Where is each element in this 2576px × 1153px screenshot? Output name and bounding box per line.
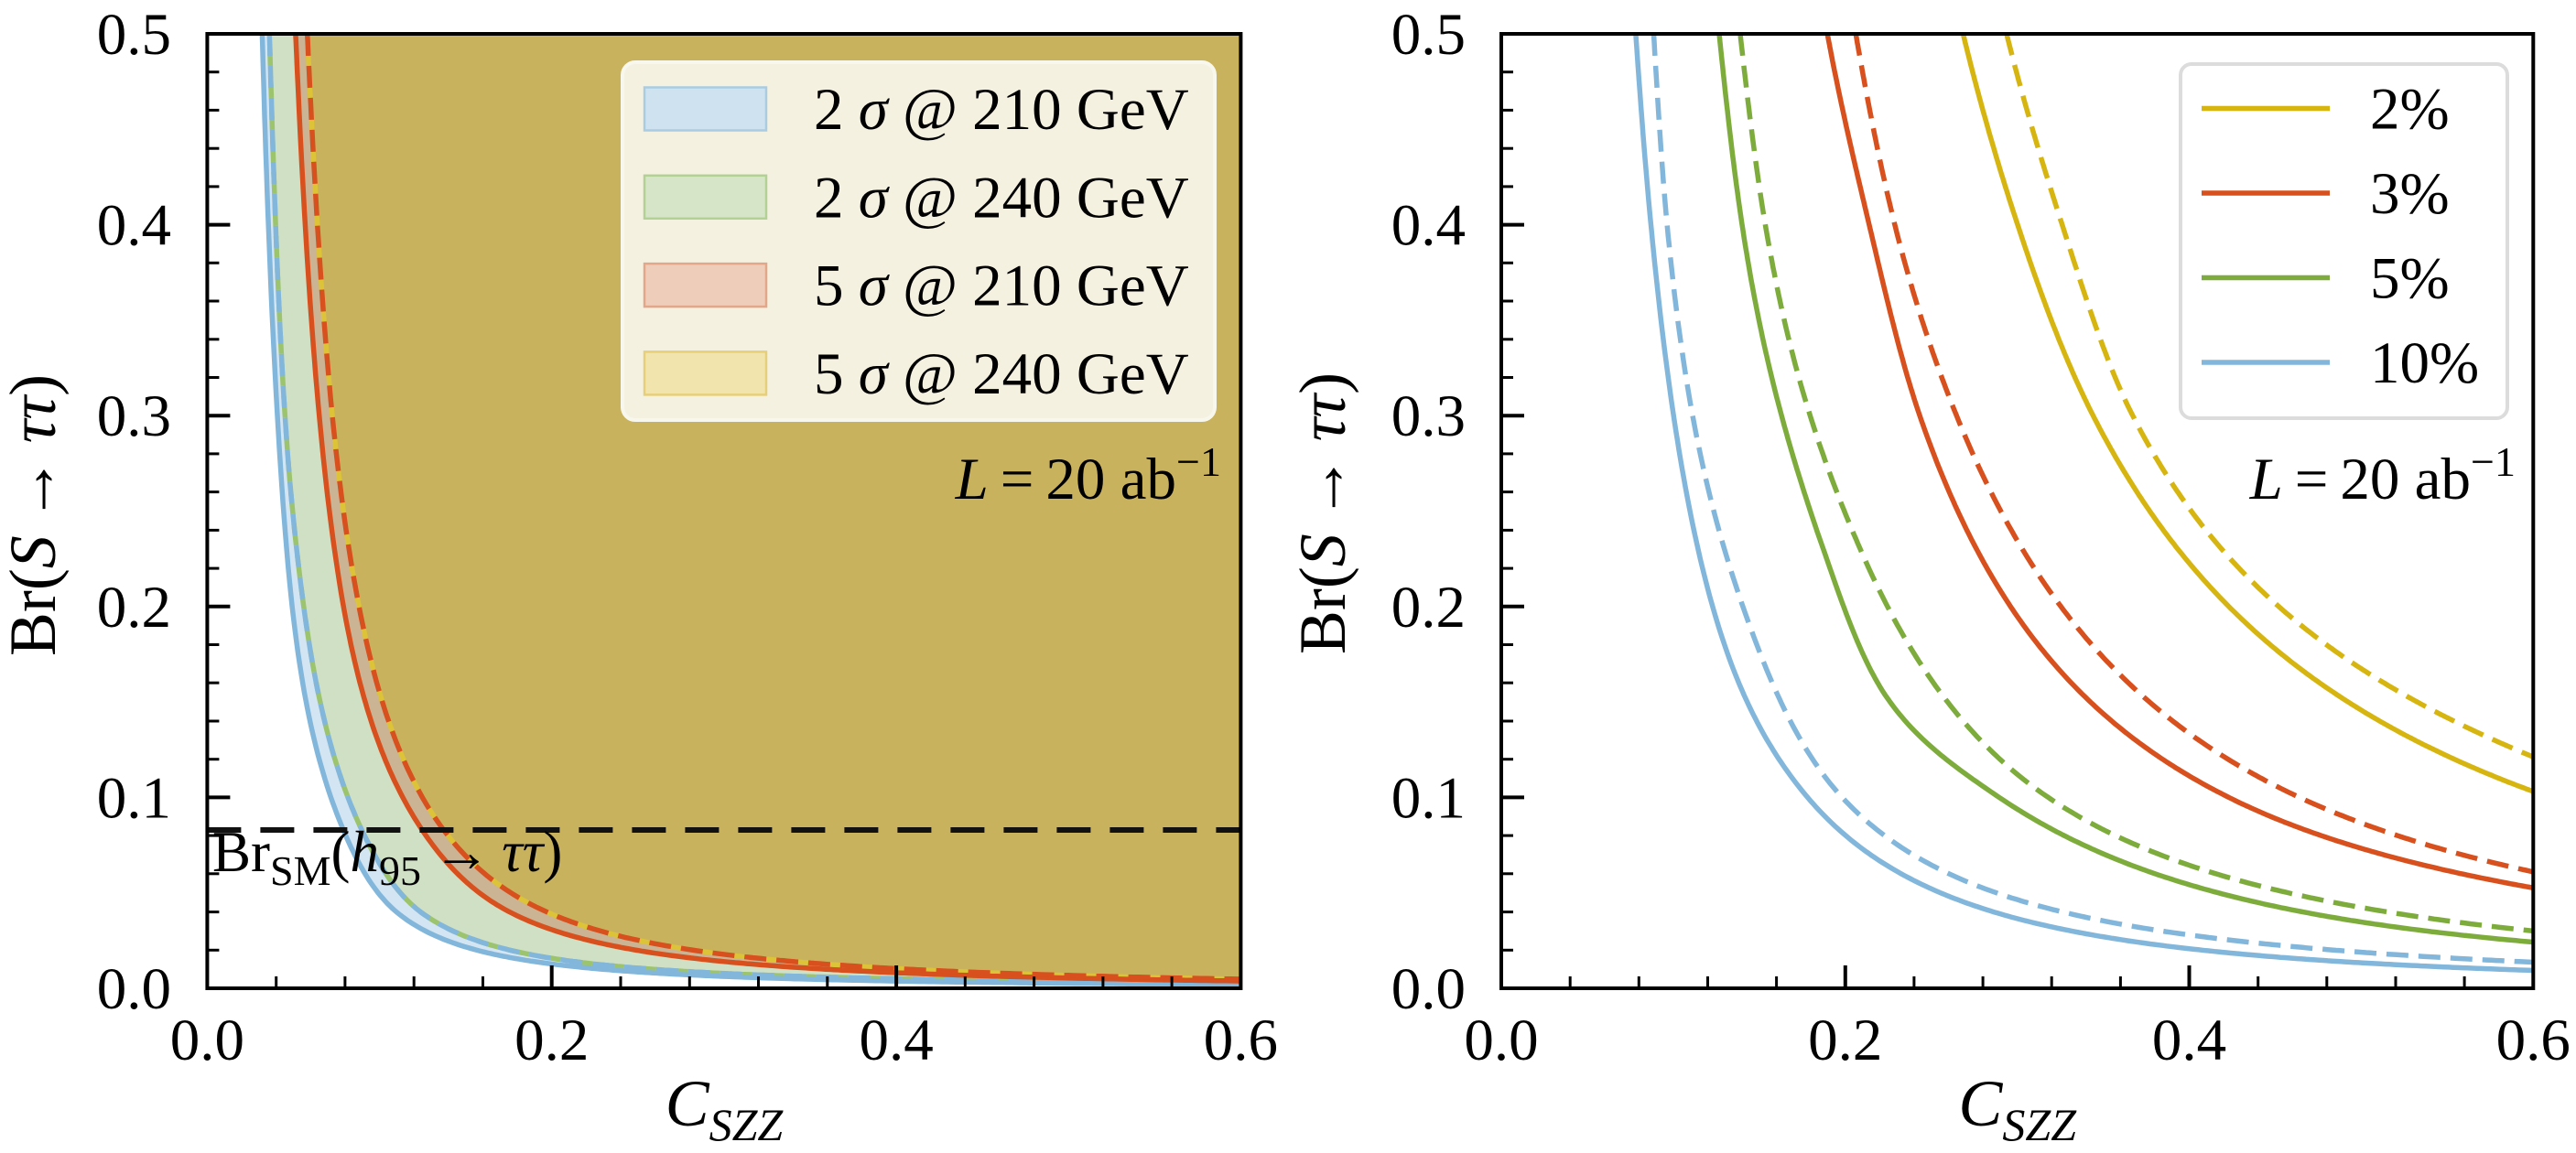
svg-text:10%: 10% [2370, 330, 2479, 396]
svg-text:5 σ @ 210 GeV: 5 σ @ 210 GeV [814, 253, 1189, 319]
svg-text:2 σ @ 240 GeV: 2 σ @ 240 GeV [814, 165, 1189, 231]
svg-text:0.0: 0.0 [97, 956, 171, 1022]
svg-text:0.1: 0.1 [97, 765, 171, 831]
svg-text:5 σ @ 240 GeV: 5 σ @ 240 GeV [814, 341, 1189, 407]
svg-text:0.5: 0.5 [1391, 2, 1466, 68]
svg-text:0.2: 0.2 [1808, 1008, 1882, 1073]
svg-text:0.5: 0.5 [97, 2, 171, 68]
svg-text:0.4: 0.4 [97, 193, 171, 259]
svg-text:0.6: 0.6 [1204, 1008, 1278, 1073]
svg-text:0.1: 0.1 [1391, 765, 1466, 831]
svg-text:0.2: 0.2 [1391, 575, 1466, 641]
svg-text:Br(S → ττ): Br(S → ττ) [0, 374, 70, 656]
svg-text:0.6: 0.6 [2496, 1008, 2571, 1073]
svg-text:0.2: 0.2 [514, 1008, 589, 1073]
svg-text:2%: 2% [2370, 77, 2450, 143]
svg-text:0.0: 0.0 [170, 1008, 244, 1073]
svg-text:0.3: 0.3 [1391, 383, 1466, 449]
svg-text:3%: 3% [2370, 161, 2450, 227]
svg-text:0.4: 0.4 [2152, 1008, 2226, 1073]
svg-text:0.4: 0.4 [1391, 193, 1466, 259]
svg-text:5%: 5% [2370, 246, 2450, 312]
svg-text:2 σ @ 210 GeV: 2 σ @ 210 GeV [814, 77, 1189, 143]
svg-text:0.3: 0.3 [97, 383, 171, 449]
svg-text:0.0: 0.0 [1391, 956, 1466, 1022]
svg-text:0.2: 0.2 [97, 575, 171, 641]
svg-text:Br(S → ττ): Br(S → ττ) [1286, 372, 1359, 654]
svg-text:0.0: 0.0 [1464, 1008, 1538, 1073]
svg-text:0.4: 0.4 [859, 1008, 933, 1073]
